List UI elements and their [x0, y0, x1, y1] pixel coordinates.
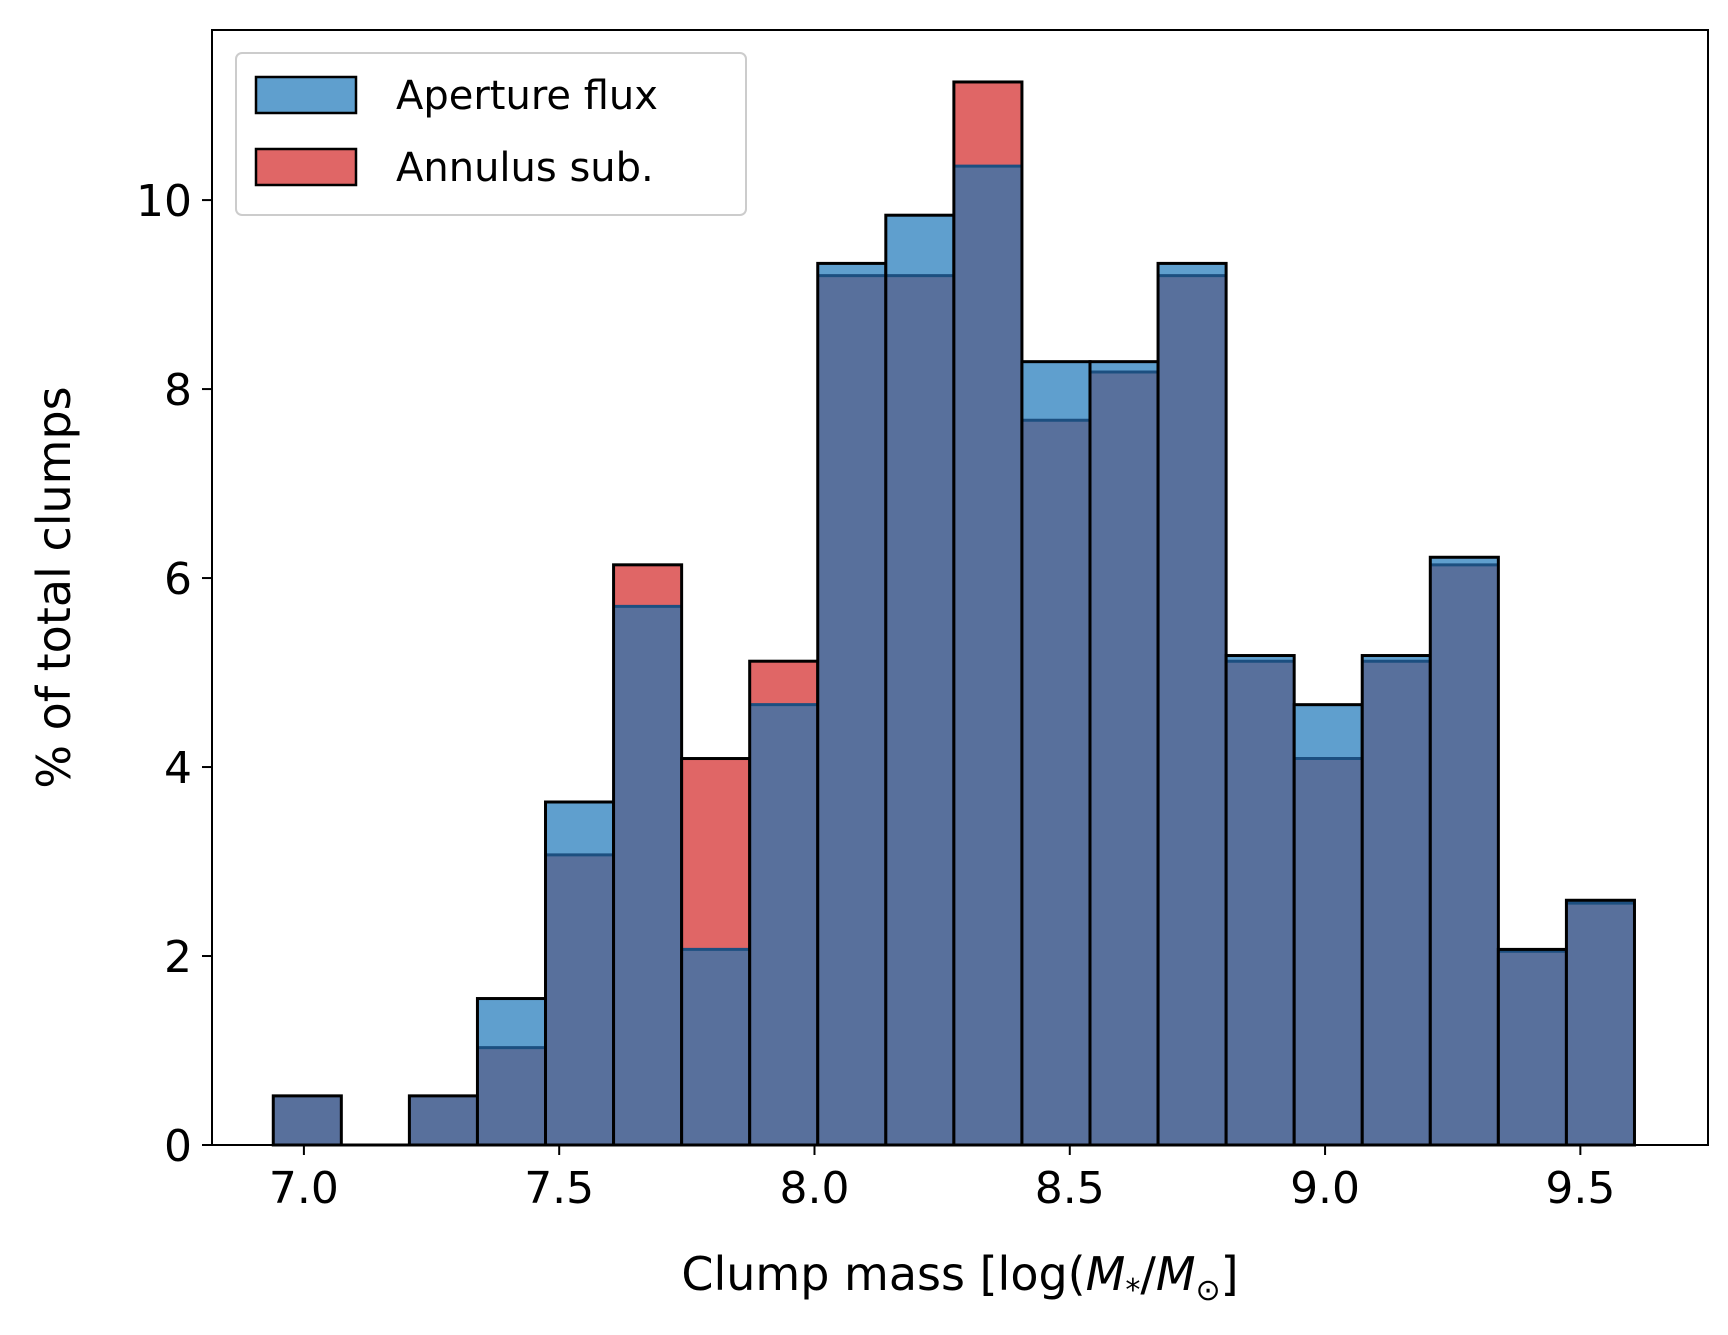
bar-overlap-bin-5 [613, 606, 682, 1145]
x-axis-title: Clump mass [log(M*/M⊙] [681, 1247, 1238, 1308]
x-tick-label: 9.5 [1545, 1163, 1615, 1214]
x-axis-title-end: ] [1221, 1247, 1239, 1301]
bar-overlap-bin-19 [1566, 903, 1635, 1145]
bar-excess-bin-7 [749, 661, 818, 705]
y-tick-label: 10 [136, 176, 192, 227]
bar-excess-bin-11 [1021, 361, 1090, 421]
y-axis-ticks: 0 2 4 6 8 10 [136, 176, 212, 1172]
bar-overlap-bin-4 [545, 854, 614, 1145]
bar-overlap-bin-0 [273, 1095, 342, 1145]
legend-box [235, 52, 747, 216]
bar-excess-bin-13 [1158, 263, 1227, 276]
bar-excess-bin-8 [817, 263, 886, 276]
bar-overlap-bin-8 [817, 275, 886, 1145]
bar-excess-bin-4 [545, 801, 614, 855]
x-axis-title-var2: M [1156, 1247, 1196, 1301]
legend-swatch-annulus-sub [254, 147, 358, 187]
legend-label-aperture-flux: Aperture flux [396, 73, 658, 119]
plot-frame [211, 29, 1709, 1146]
bar-overlap-bin-2 [409, 1095, 478, 1145]
y-axis-title: % of total clumps [27, 386, 81, 788]
bar-overlap-bin-3 [477, 1047, 546, 1145]
y-tick-label: 8 [164, 365, 192, 416]
x-axis-title-sep: / [1140, 1247, 1156, 1301]
x-tick-label: 9.0 [1290, 1163, 1360, 1214]
legend: Aperture flux Annulus sub. [235, 52, 747, 216]
bar-overlap-bin-11 [1021, 420, 1090, 1145]
x-axis-title-var1: M [1086, 1247, 1126, 1301]
bar-excess-bin-6 [681, 758, 750, 950]
bar-excess-bin-14 [1226, 655, 1295, 662]
bar-overlap-bin-9 [885, 275, 954, 1145]
x-tick-label: 7.5 [524, 1163, 594, 1214]
bar-overlap-bin-15 [1294, 758, 1363, 1145]
bar-excess-bin-9 [885, 215, 954, 276]
bar-overlap-bin-12 [1089, 372, 1159, 1145]
x-tick-label: 8.0 [779, 1163, 849, 1214]
bar-overlap-bin-14 [1226, 661, 1295, 1145]
y-tick-label: 0 [164, 1121, 192, 1172]
x-axis-title-prefix: Clump mass [log( [681, 1247, 1085, 1301]
bar-overlap-bin-16 [1362, 661, 1431, 1145]
bar-overlap-bin-10 [953, 166, 1022, 1145]
bar-excess-bin-3 [477, 998, 546, 1048]
y-tick-label: 6 [164, 554, 192, 605]
bar-excess-bin-10 [953, 81, 1022, 167]
bar-overlap-bin-6 [681, 949, 750, 1145]
x-tick-label: 8.5 [1035, 1163, 1105, 1214]
legend-swatch-aperture-flux [254, 75, 358, 115]
plot-area [271, 80, 1636, 1147]
bar-excess-bin-15 [1294, 704, 1363, 759]
y-tick-label: 2 [164, 932, 192, 983]
bar-excess-bin-17 [1430, 557, 1499, 565]
bar-overlap-bin-18 [1498, 951, 1567, 1145]
bar-excess-bin-16 [1362, 655, 1431, 662]
x-tick-label: 7.0 [269, 1163, 339, 1214]
bar-excess-bin-5 [613, 564, 682, 607]
x-axis-title-sub1: * [1125, 1273, 1140, 1308]
bar-overlap-bin-17 [1430, 564, 1499, 1145]
legend-label-annulus-sub: Annulus sub. [396, 145, 654, 191]
bar-excess-bin-12 [1089, 361, 1159, 373]
x-axis-ticks: 7.0 7.5 8.0 8.5 9.0 9.5 [269, 1145, 1615, 1214]
x-axis-title-sub2: ⊙ [1196, 1273, 1221, 1308]
y-tick-label: 4 [164, 743, 192, 794]
bar-overlap-bin-13 [1158, 275, 1227, 1145]
bar-overlap-bin-7 [749, 704, 818, 1145]
